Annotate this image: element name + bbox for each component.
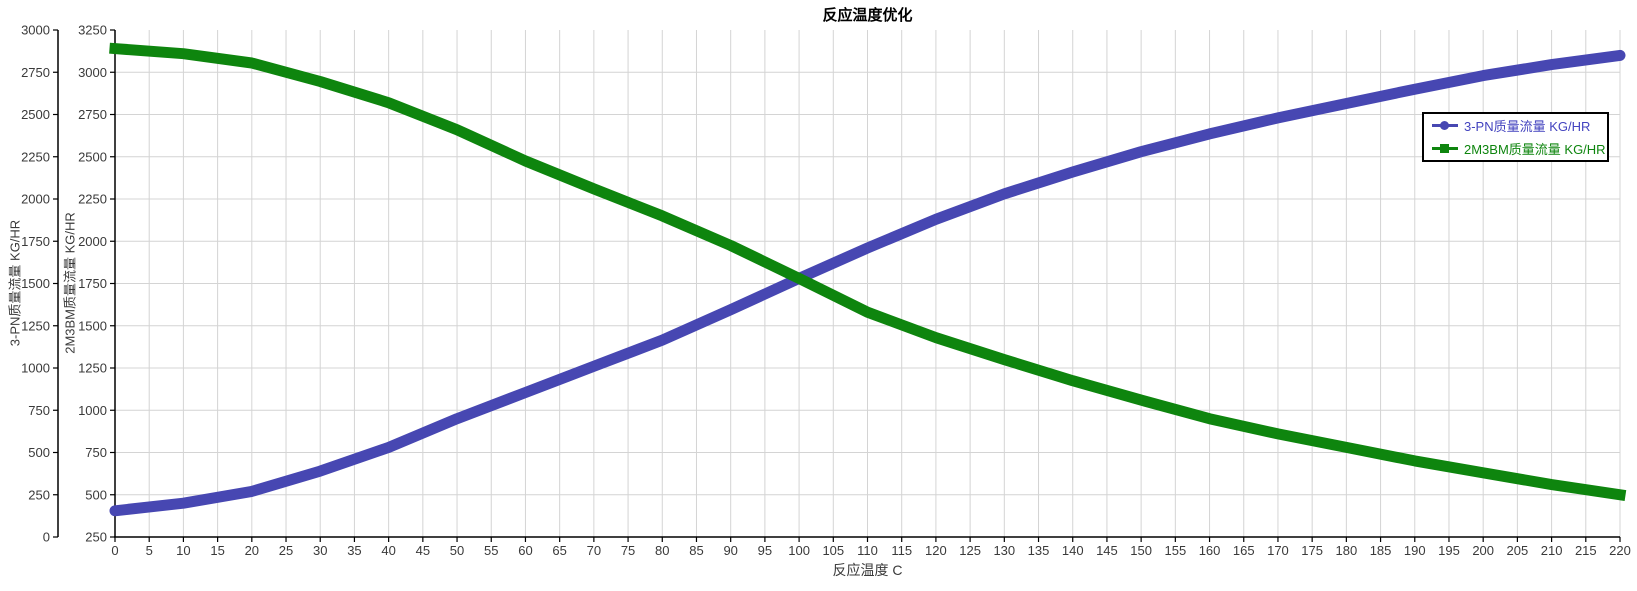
x-tick-label: 205 (1507, 543, 1529, 558)
outer-y-tick-label: 2000 (21, 192, 50, 207)
outer-y-tick-label: 500 (28, 445, 50, 460)
x-tick-label: 70 (587, 543, 601, 558)
outer-y-tick-label: 1750 (21, 234, 50, 249)
inner-y-tick-label: 3250 (78, 23, 107, 38)
x-tick-label: 45 (416, 543, 430, 558)
x-tick-label: 145 (1096, 543, 1118, 558)
outer-y-tick-label: 250 (28, 487, 50, 502)
x-tick-label: 55 (484, 543, 498, 558)
x-tick-label: 140 (1062, 543, 1084, 558)
x-tick-label: 75 (621, 543, 635, 558)
x-tick-label: 155 (1164, 543, 1186, 558)
outer-y-tick-label: 1500 (21, 276, 50, 291)
inner-y-tick-label: 1750 (78, 276, 107, 291)
x-tick-label: 95 (758, 543, 772, 558)
outer-y-tick-label: 2750 (21, 65, 50, 80)
series-curve-3pn[interactable] (109, 49, 1626, 517)
x-tick-label: 195 (1438, 543, 1460, 558)
legend-label-2m3bm: 2M3BM质量流量 KG/HR (1464, 142, 1606, 157)
x-tick-label: 160 (1199, 543, 1221, 558)
inner-y-tick-label: 250 (85, 530, 107, 545)
x-tick-label: 165 (1233, 543, 1255, 558)
x-tick-label: 65 (552, 543, 566, 558)
outer-y-tick-label: 2500 (21, 107, 50, 122)
x-tick-label: 30 (313, 543, 327, 558)
y-axis-outer-title: 3-PN质量流量 KG/HR (7, 219, 23, 347)
x-tick-label: 150 (1130, 543, 1152, 558)
legend-box[interactable]: 3-PN质量流量 KG/HR 2M3BM质量流量 KG/HR (1422, 112, 1609, 162)
x-tick-label: 130 (993, 543, 1015, 558)
x-tick-label: 220 (1609, 543, 1631, 558)
x-tick-label: 190 (1404, 543, 1426, 558)
x-tick-label: 15 (210, 543, 224, 558)
inner-y-tick-label: 500 (85, 487, 107, 502)
outer-y-tick-label: 3000 (21, 23, 50, 38)
x-tick-label: 135 (1028, 543, 1050, 558)
outer-y-tick-label: 1000 (21, 361, 50, 376)
x-tick-label: 175 (1301, 543, 1323, 558)
series-curve-2m3bm[interactable] (109, 42, 1627, 502)
x-tick-label: 0 (111, 543, 118, 558)
x-tick-label: 115 (891, 543, 912, 558)
legend-item-3pn[interactable]: 3-PN质量流量 KG/HR (1432, 115, 1607, 136)
chart-title: 反应温度优化 (822, 7, 913, 24)
x-tick-label: 100 (788, 543, 810, 558)
inner-y-tick-label: 3000 (78, 65, 107, 80)
x-tick-label: 185 (1370, 543, 1392, 558)
x-tick-label: 5 (146, 543, 153, 558)
inner-y-tick-label: 1500 (78, 318, 107, 333)
legend-item-2m3bm[interactable]: 2M3BM质量流量 KG/HR (1432, 138, 1607, 159)
legend-label-3pn: 3-PN质量流量 KG/HR (1464, 119, 1591, 134)
x-tick-label: 10 (176, 543, 190, 558)
inner-y-tick-label: 2250 (78, 192, 107, 207)
inner-y-tick-label: 1250 (78, 361, 107, 376)
inner-y-tick-label: 2000 (78, 234, 107, 249)
outer-y-tick-label: 750 (28, 403, 50, 418)
outer-y-tick-label: 1250 (21, 318, 50, 333)
x-tick-label: 125 (959, 543, 981, 558)
x-tick-label: 90 (723, 543, 737, 558)
x-tick-label: 180 (1336, 543, 1358, 558)
x-tick-label: 35 (347, 543, 361, 558)
inner-y-tick-label: 750 (85, 445, 107, 460)
x-tick-label: 200 (1472, 543, 1494, 558)
outer-y-tick-label: 0 (43, 530, 50, 545)
x-tick-label: 60 (518, 543, 532, 558)
outer-y-tick-label: 2250 (21, 149, 50, 164)
inner-y-tick-label: 2750 (78, 107, 107, 122)
x-tick-label: 50 (450, 543, 464, 558)
x-tick-label: 20 (245, 543, 259, 558)
x-tick-label: 40 (381, 543, 395, 558)
x-tick-label: 210 (1541, 543, 1563, 558)
x-tick-label: 215 (1575, 543, 1597, 558)
x-tick-label: 105 (822, 543, 844, 558)
x-tick-label: 120 (925, 543, 947, 558)
x-axis-title: 反应温度 C (832, 562, 903, 578)
x-tick-label: 110 (857, 543, 878, 558)
x-tick-label: 25 (279, 543, 293, 558)
inner-y-tick-label: 2500 (78, 149, 107, 164)
x-tick-label: 170 (1267, 543, 1289, 558)
y-axis-inner-title: 2M3BM质量流量 KG/HR (62, 212, 78, 354)
x-tick-label: 80 (655, 543, 669, 558)
blue-circle-marker-icon (1432, 120, 1458, 131)
inner-y-tick-label: 1000 (78, 403, 107, 418)
green-square-marker-icon (1432, 143, 1458, 154)
x-tick-label: 85 (689, 543, 703, 558)
